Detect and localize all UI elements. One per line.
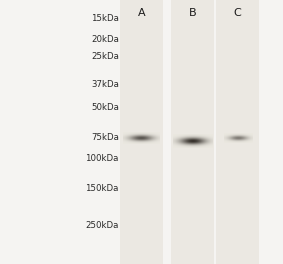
Text: 25kDa: 25kDa (91, 51, 119, 60)
Text: 15kDa: 15kDa (91, 14, 119, 23)
Text: 20kDa: 20kDa (91, 35, 119, 44)
Text: A: A (138, 8, 145, 18)
Text: 150kDa: 150kDa (85, 184, 119, 193)
Bar (216, 0, 259, 264)
Text: C: C (234, 8, 242, 18)
Text: 37kDa: 37kDa (91, 81, 119, 89)
Text: 100kDa: 100kDa (85, 154, 119, 163)
Bar (120, 0, 163, 264)
Text: 50kDa: 50kDa (91, 103, 119, 112)
Text: B: B (189, 8, 196, 18)
Text: 250kDa: 250kDa (85, 221, 119, 230)
Bar (171, 0, 214, 264)
Text: 75kDa: 75kDa (91, 133, 119, 142)
